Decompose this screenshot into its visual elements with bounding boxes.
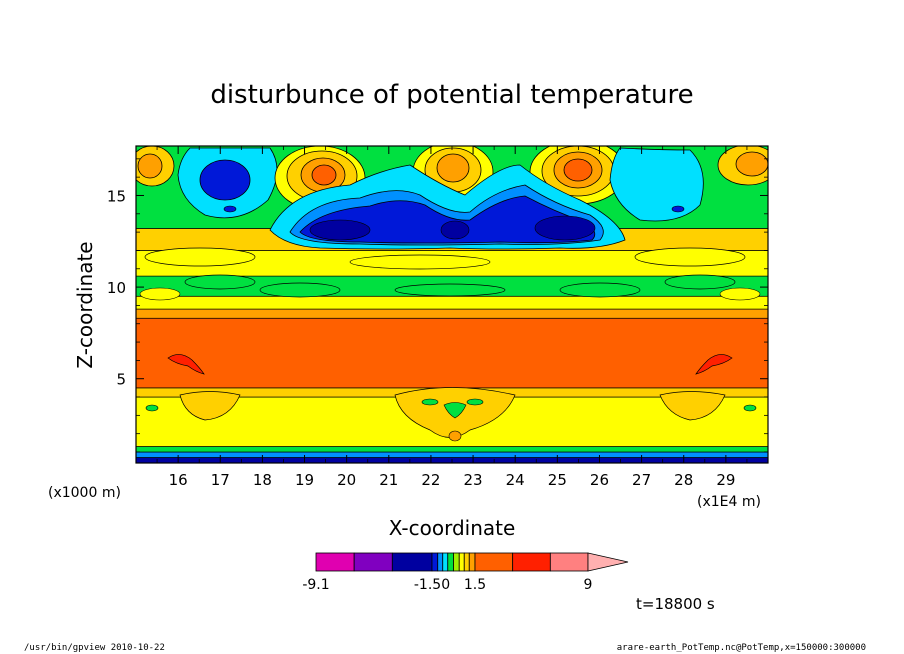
y-axis-ticks: 5 10 15: [107, 158, 768, 453]
x-tick-label: 22: [421, 471, 440, 489]
contour-blob: [145, 404, 159, 412]
x-tick-label: 28: [674, 471, 693, 489]
contour-blob: [534, 215, 596, 241]
contour-blob: [440, 220, 470, 240]
time-label: t=18800 s: [636, 595, 715, 613]
contour-band: [136, 451, 768, 458]
contour-blob: [609, 147, 704, 222]
contour-blob: [664, 274, 736, 290]
colorbar-segment: [447, 552, 454, 572]
contour-blob: [223, 205, 237, 213]
colorbar-segment: [431, 552, 439, 572]
x-tick-label: 17: [211, 471, 230, 489]
contour-blob: [735, 151, 768, 177]
x-tick-label: 23: [464, 471, 483, 489]
contour-band: [136, 317, 768, 389]
x-tick-label: 27: [632, 471, 651, 489]
contour-blob: [719, 287, 761, 301]
colorbar-arrow: [587, 552, 629, 572]
contour-blob: [199, 159, 251, 201]
contour-blob: [634, 247, 746, 267]
colorbar-segment: [391, 552, 433, 572]
colorbar-segment: [512, 552, 551, 572]
contour-blob: [184, 274, 256, 290]
contour-blob: [349, 254, 491, 270]
contour-blob: [179, 391, 241, 421]
contour-blob: [436, 153, 470, 183]
contour-band: [136, 446, 768, 453]
contour-blob: [743, 404, 757, 412]
colorbar-segment: [458, 552, 465, 572]
x-tick-label: 24: [506, 471, 525, 489]
contour-blob: [563, 158, 593, 182]
x-tick-label: 19: [295, 471, 314, 489]
contour-blob: [167, 354, 205, 375]
contour-blob: [394, 283, 506, 297]
colorbar-tick-label: -9.1: [302, 577, 329, 593]
colorbar-segment: [549, 552, 589, 572]
colorbar-segment: [453, 552, 460, 572]
contour-blob: [443, 402, 467, 419]
contour-blob: [311, 164, 337, 186]
x-axis-ticks: 16 17 18 19 20 21 22 23 24 25 26 27 28 29: [156, 146, 748, 489]
contour-blob: [259, 282, 341, 298]
contour-blob: [137, 153, 163, 179]
y-tick-label: 5: [116, 371, 126, 389]
y-axis-label: Z-coordinate: [73, 241, 97, 368]
x-tick-label: 26: [590, 471, 609, 489]
y-tick-label: 15: [107, 187, 126, 205]
contour-blob: [559, 282, 641, 298]
contour-blob: [671, 205, 685, 213]
contour-blob: [466, 398, 484, 406]
x-axis-label: X-coordinate: [389, 516, 516, 540]
contour-blob: [421, 398, 439, 406]
chart-title: disturbunce of potential temperature: [210, 80, 693, 110]
y-tick-label: 10: [107, 279, 126, 297]
contour-band: [136, 308, 768, 319]
colorbar-segment: [437, 552, 444, 572]
colorbar-segment: [474, 552, 514, 572]
x-unit-left: (x1000 m): [48, 485, 121, 501]
footer-right: arare-earth_PotTemp.nc@PotTemp,x=150000:…: [617, 643, 866, 653]
contour-blob: [448, 430, 462, 442]
colorbar-tick-labels: -9.1 -1.50 1.5 9: [302, 577, 592, 593]
x-tick-label: 16: [169, 471, 188, 489]
contour-blob: [659, 391, 726, 421]
plot-area: [136, 146, 768, 463]
colorbar: [315, 552, 629, 572]
colorbar-tick-label: 1.5: [464, 577, 486, 593]
colorbar-segment: [442, 552, 449, 572]
x-tick-label: 18: [253, 471, 272, 489]
contour-blob: [695, 354, 733, 375]
contour-features: [136, 146, 768, 442]
contour-band: [136, 295, 768, 310]
contour-blob: [144, 247, 256, 267]
contour-blob: [139, 287, 181, 301]
colorbar-segment: [315, 552, 355, 572]
colorbar-tick-label: -1.50: [414, 577, 450, 593]
x-tick-label: 20: [337, 471, 356, 489]
colorbar-segment: [468, 552, 476, 572]
x-unit-right: (x1E4 m): [697, 494, 761, 510]
colorbar-tick-label: 9: [584, 577, 593, 593]
contour-blob: [309, 219, 371, 241]
footer-left: /usr/bin/gpview 2010-10-22: [24, 643, 165, 653]
colorbar-segment: [353, 552, 393, 572]
x-tick-label: 21: [379, 471, 398, 489]
x-tick-label: 25: [548, 471, 567, 489]
colorbar-segment: [463, 552, 470, 572]
x-tick-label: 29: [716, 471, 735, 489]
